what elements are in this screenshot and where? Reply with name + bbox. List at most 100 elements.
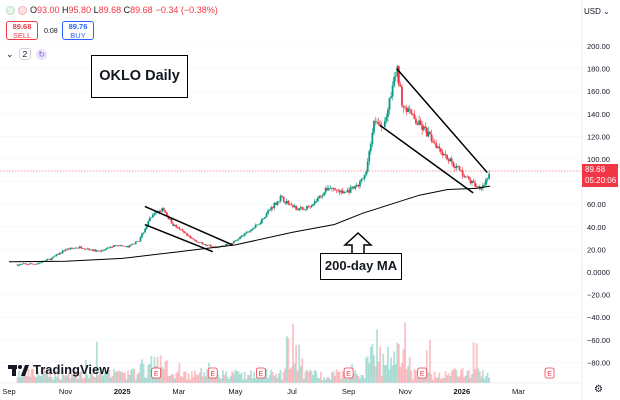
candle-body — [365, 171, 368, 175]
volume-bar — [309, 369, 312, 383]
volume-bar — [463, 376, 466, 383]
candle-body — [371, 132, 374, 144]
refresh-icon[interactable]: ↻ — [36, 48, 48, 60]
volume-bar — [282, 371, 285, 383]
volume-bar — [436, 377, 439, 383]
volume-bar — [354, 370, 357, 383]
candle-body — [147, 221, 150, 226]
earnings-marker — [207, 367, 218, 379]
volume-bar — [245, 379, 248, 383]
volume-bar — [320, 371, 322, 383]
candle-body — [343, 192, 346, 194]
sell-button[interactable]: 89.68 SELL — [6, 21, 38, 40]
candle-body — [298, 208, 301, 211]
candle-body — [345, 191, 347, 193]
candle-body — [78, 246, 81, 248]
volume-bar — [29, 376, 31, 383]
volume-bar — [106, 371, 109, 383]
volume-bar — [83, 377, 86, 383]
candle-body — [488, 173, 491, 179]
candle-body — [72, 248, 75, 249]
visibility-icon[interactable] — [6, 5, 15, 15]
volume-bar — [130, 369, 133, 383]
volume-bar — [47, 377, 50, 383]
volume-bar — [411, 379, 414, 383]
x-tick-label: May — [228, 387, 242, 396]
volume-bar — [16, 377, 19, 383]
volume-bar — [61, 370, 64, 383]
candle-body — [178, 227, 181, 230]
volume-bar — [338, 371, 341, 383]
volume-bar — [298, 344, 301, 383]
candle-body — [475, 186, 478, 188]
earnings-marker-label: E — [346, 371, 351, 378]
candle-body — [200, 242, 203, 244]
volume-bar — [313, 369, 316, 383]
candle-body — [122, 245, 125, 247]
candle-body — [464, 176, 467, 178]
volume-bar — [424, 376, 427, 383]
volume-bar — [359, 378, 361, 383]
candle-body — [346, 190, 349, 192]
volume-bar — [91, 373, 94, 383]
volume-bar — [231, 370, 234, 383]
settings-gear-icon[interactable]: ⚙ — [594, 384, 603, 395]
candle-body — [477, 186, 480, 187]
candle-body — [152, 214, 154, 218]
candle-body — [27, 264, 30, 265]
candle-body — [94, 249, 97, 252]
volume-bar — [55, 376, 58, 383]
candle-body — [75, 247, 78, 249]
volume-bar — [92, 376, 95, 383]
volume-bar — [186, 379, 189, 383]
candle-body — [100, 250, 103, 252]
candle-body — [158, 210, 161, 213]
volume-bar — [100, 368, 103, 383]
volume-bar — [332, 371, 335, 383]
x-axis: Sep Nov 2025 Mar May Jul Sep Nov 2026 Mar — [0, 382, 582, 396]
volume-bar — [485, 375, 487, 383]
candle-body — [172, 223, 175, 226]
candle-body — [439, 148, 442, 152]
candle-body — [271, 207, 274, 209]
candle-body — [374, 121, 377, 123]
volume-bar — [455, 370, 458, 383]
last-price-tag: 89.68 05:20:06 — [582, 164, 618, 187]
earnings-marker-label: E — [154, 371, 159, 378]
volume-bar — [105, 370, 108, 383]
candle-body — [262, 218, 265, 220]
candle-body — [284, 201, 287, 204]
indicators-toggle[interactable]: ⌄ 2 ↻ — [6, 48, 48, 60]
volume-bar — [478, 371, 481, 383]
candle-body — [276, 201, 279, 205]
tradingview-logo[interactable]: TradingView — [8, 362, 109, 377]
volume-bar — [142, 363, 145, 383]
volume-bar — [460, 369, 462, 383]
volume-bar — [234, 369, 237, 383]
candle-body — [278, 201, 280, 202]
candle-body — [63, 250, 66, 252]
currency-selector[interactable]: USD ⌄ — [584, 7, 610, 16]
volume-bar — [187, 373, 190, 383]
candle-body — [323, 192, 326, 196]
volume-bar — [363, 378, 366, 383]
title-annotation[interactable]: OKLO Daily — [91, 55, 188, 98]
volume-bar — [450, 370, 453, 383]
candle-body — [52, 256, 55, 258]
chevron-down-icon[interactable]: ⌄ — [6, 48, 14, 59]
volume-bar — [147, 364, 150, 383]
volume-bar — [405, 369, 408, 383]
ma-annotation[interactable]: 200-day MA — [320, 253, 402, 280]
volume-bar — [175, 373, 178, 383]
candle-body — [183, 230, 185, 233]
candle-body — [424, 126, 427, 129]
volume-bar — [114, 371, 117, 383]
volume-bar — [30, 369, 33, 383]
candle-body — [427, 131, 430, 137]
trendline — [144, 223, 214, 253]
sell-price: 89.68 — [12, 22, 32, 31]
volume-bar — [486, 372, 489, 383]
buy-button[interactable]: 89.76 BUY — [62, 21, 94, 40]
volume-bar — [466, 370, 469, 383]
